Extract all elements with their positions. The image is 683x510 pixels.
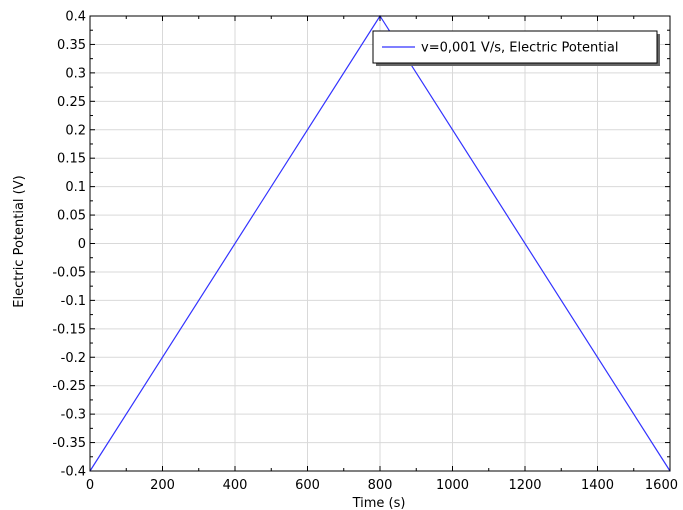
y-tick-label: 0.15 bbox=[57, 152, 86, 167]
y-tick-labels: 0.4 0.35 0.3 0.25 0.2 0.15 0.1 0.05 0 -0.05 -0.1 -0… bbox=[52, 10, 86, 480]
y-tick-label: -0.35 bbox=[52, 436, 86, 451]
legend-label: v=0,001 V/s, Electric Potential bbox=[421, 41, 619, 56]
legend-box bbox=[372, 30, 658, 64]
x-tick-label: 400 bbox=[223, 478, 248, 493]
y-tick-label: -0.4 bbox=[61, 465, 86, 480]
x-tick-label: 1400 bbox=[581, 478, 614, 493]
y-tick-label: -0.15 bbox=[52, 322, 86, 337]
y-tick-label: 0.4 bbox=[65, 10, 86, 25]
x-tick-labels: 0 200 400 600 800 1000 1200 1400 1600 bbox=[86, 478, 678, 493]
y-tick-label: 0.2 bbox=[65, 123, 86, 138]
y-tick-label: -0.25 bbox=[52, 379, 86, 394]
y-tick-label: -0.3 bbox=[61, 408, 86, 423]
x-tick-label: 600 bbox=[295, 478, 320, 493]
x-axis-title: Time (s) bbox=[352, 496, 406, 510]
x-tick-label: 1600 bbox=[645, 478, 678, 493]
y-tick-label: -0.1 bbox=[61, 294, 86, 309]
y-tick-label: 0.05 bbox=[57, 209, 86, 224]
y-tick-label: -0.05 bbox=[52, 265, 86, 280]
x-tick-label: 200 bbox=[150, 478, 175, 493]
y-tick-label: 0.25 bbox=[57, 95, 86, 110]
y-axis-title: Electric Potential (V) bbox=[12, 175, 27, 307]
grid bbox=[89, 15, 671, 472]
y-tick-label: 0.3 bbox=[65, 66, 86, 81]
ticks bbox=[89, 15, 671, 472]
y-tick-label: -0.2 bbox=[61, 351, 86, 366]
y-tick-label: 0.1 bbox=[65, 180, 86, 195]
legend: v=0,001 V/s, Electric Potential bbox=[372, 30, 660, 66]
y-tick-label: 0 bbox=[78, 237, 86, 252]
x-tick-label: 1200 bbox=[508, 478, 541, 493]
x-tick-label: 800 bbox=[368, 478, 393, 493]
y-tick-label: 0.35 bbox=[57, 38, 86, 53]
x-tick-label: 0 bbox=[86, 478, 94, 493]
x-tick-label: 1000 bbox=[436, 478, 469, 493]
